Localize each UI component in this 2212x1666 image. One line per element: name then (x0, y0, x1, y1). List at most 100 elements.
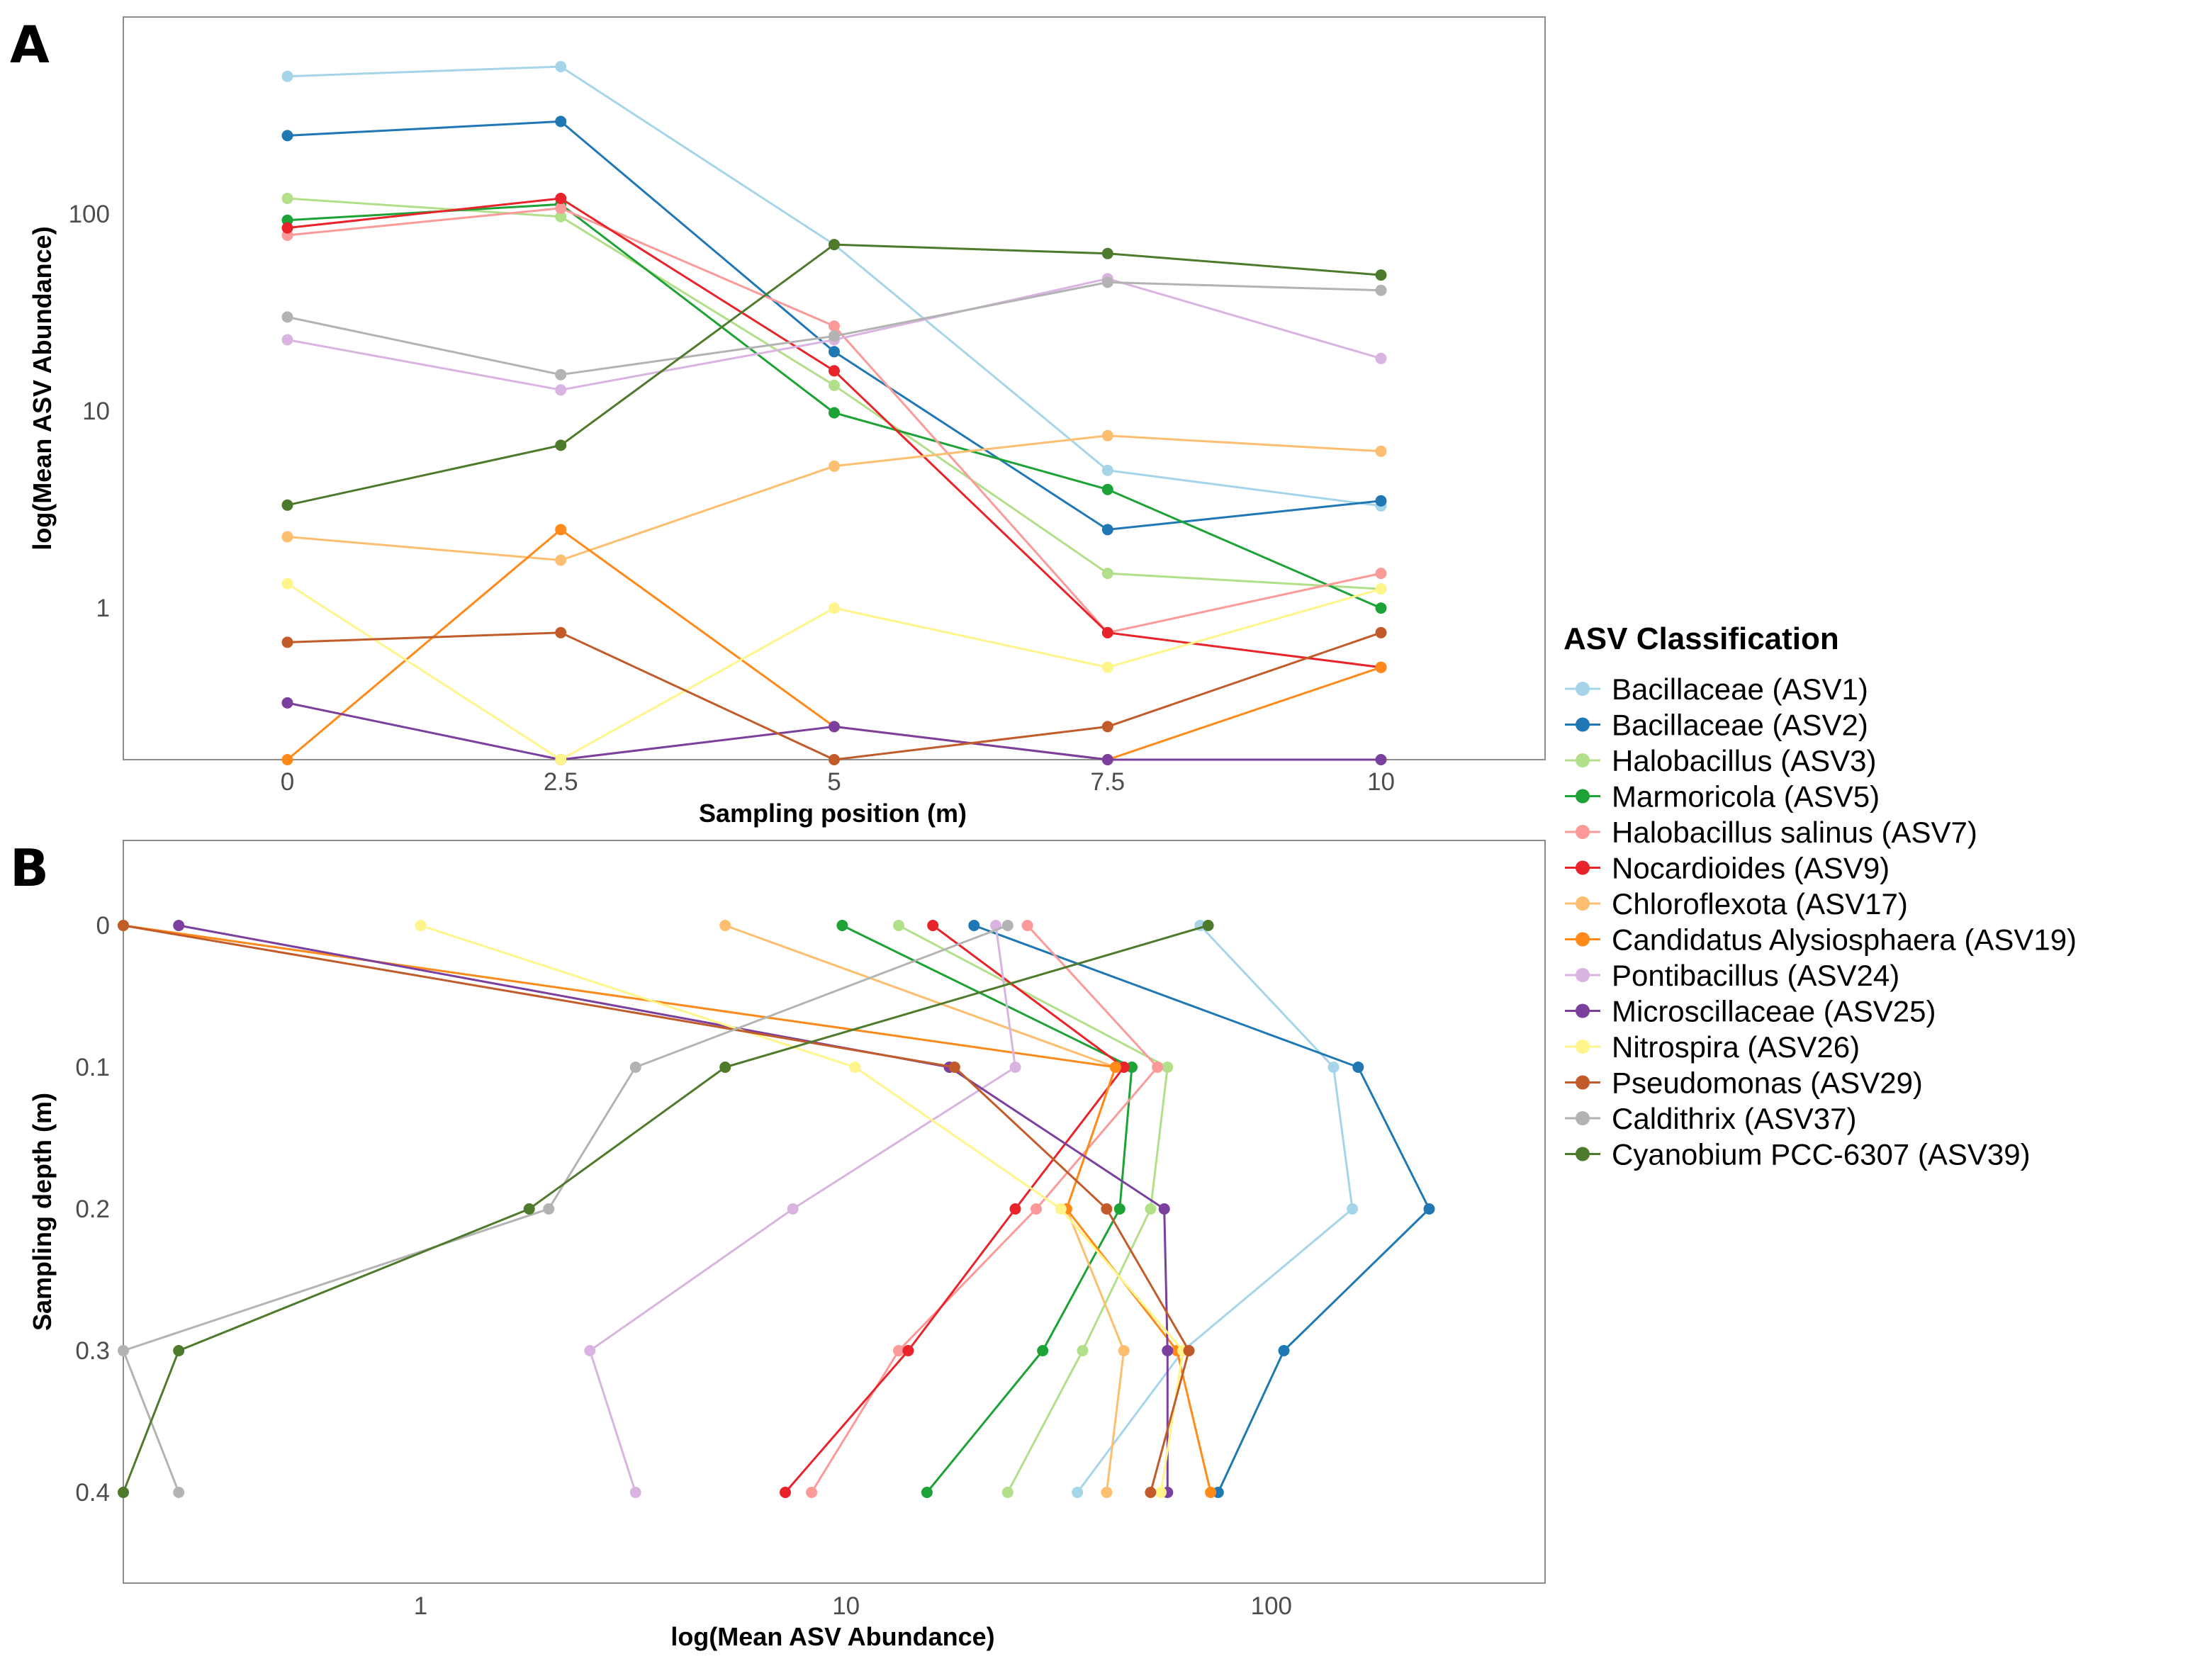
panel-a-point (1101, 661, 1113, 673)
panel-b-point (1109, 1062, 1121, 1073)
panel-a-line-halobacillus-salinus-asv7 (287, 207, 1381, 634)
panel-b-x-tick-label: 1 (414, 1592, 427, 1620)
panel-a-point (829, 407, 840, 419)
panel-a-point (555, 626, 567, 638)
panel-b-line-cyanobium-pcc-6307-asv39 (122, 924, 1209, 1493)
panel-b-series-cyanobium-pcc-6307-asv39 (118, 920, 1214, 1498)
panel-a-point (281, 193, 293, 204)
panel-a-line-marmoricola-asv5 (287, 203, 1382, 609)
panel-a-series (281, 61, 1387, 765)
panel-b-point (1205, 1487, 1217, 1498)
panel-a-point (1375, 352, 1387, 364)
legend-item-bacillaceae-asv2: Bacillaceae (ASV2) (1565, 709, 1868, 742)
legend-item-cyanobium-pcc-6307-asv39: Cyanobium PCC-6307 (ASV39) (1565, 1138, 2031, 1171)
panel-a-point (829, 346, 840, 358)
panel-b-y-axis-title: Sampling depth (m) (28, 1093, 57, 1331)
panel-b-series-caldithrix-asv37 (118, 920, 1014, 1498)
legend-item-label: Chloroflexota (ASV17) (1612, 887, 1908, 921)
panel-a-line-pseudomonas-asv29 (287, 631, 1381, 761)
legend-key-dot (1576, 860, 1590, 875)
panel-a-series-nitrospira-asv26 (281, 578, 1387, 765)
panel-a-point (829, 365, 840, 377)
panel-a-point (1375, 495, 1387, 507)
panel-b-point (1162, 1345, 1174, 1356)
panel-b-point (1113, 1203, 1125, 1215)
panel-b-point (849, 1062, 861, 1073)
panel-b-point (780, 1487, 791, 1498)
panel-a-point (1101, 464, 1113, 476)
panel-b-point (806, 1487, 818, 1498)
legend-item-label: Bacillaceae (ASV2) (1612, 709, 1868, 742)
panel-b-series-halobacillus-asv3 (893, 920, 1174, 1498)
panel-a-point (1101, 524, 1113, 536)
legend-entries: Bacillaceae (ASV1)Bacillaceae (ASV2)Halo… (1565, 672, 2077, 1171)
panel-b-line-pseudomonas-asv29 (123, 924, 1190, 1493)
panel-b-point (1009, 1062, 1021, 1073)
legend-item-label: Bacillaceae (ASV1) (1612, 672, 1868, 706)
panel-b-point (1009, 1203, 1021, 1215)
panel-b-series-microscillaceae-asv25 (173, 920, 1174, 1498)
panel-b-point (902, 1345, 914, 1356)
legend-item-label: Caldithrix (ASV37) (1612, 1102, 1856, 1135)
panel-b-point (629, 1487, 641, 1498)
legend-title: ASV Classification (1563, 621, 1839, 656)
panel-a-point (1101, 483, 1113, 495)
panel-a-point (281, 130, 293, 142)
legend: ASV Classification Bacillaceae (ASV1)Bac… (1563, 621, 2077, 1171)
panel-a-point (555, 193, 567, 204)
panel-b-series-marmoricola-asv5 (836, 920, 1138, 1498)
panel-b-line-marmoricola-asv5 (841, 924, 1133, 1493)
panel-a-series-halobacillus-salinus-asv7 (281, 202, 1387, 638)
panel-a-point (555, 368, 567, 381)
panel-a-point (555, 554, 567, 566)
panel-b-point (1118, 1062, 1130, 1073)
panel-a-series-halobacillus-asv3 (281, 193, 1387, 595)
panel-b-point (1158, 1203, 1170, 1215)
panel-a-y-axis-title: log(Mean ASV Abundance) (28, 226, 57, 550)
panel-a-point (1375, 269, 1387, 281)
panel-a-point (555, 524, 567, 536)
panel-b-point (1152, 1062, 1164, 1073)
legend-item-caldithrix-asv37: Caldithrix (ASV37) (1565, 1102, 1856, 1135)
panel-b-ticks: 1 10 100 0 0.1 0.2 0.3 0.4 (75, 912, 1292, 1620)
panel-b-label: B (10, 838, 49, 898)
panel-b-point (1145, 1203, 1157, 1215)
panel-b-point (1055, 1203, 1067, 1215)
legend-key-dot (1576, 825, 1590, 839)
panel-b-point (1126, 1062, 1138, 1073)
legend-item-label: Microscillaceae (ASV25) (1612, 995, 1936, 1028)
legend-item-label: Nitrospira (ASV26) (1612, 1030, 1860, 1064)
panel-a-point (555, 210, 567, 223)
panel-b-point (968, 920, 980, 931)
legend-item-label: Cyanobium PCC-6307 (ASV39) (1612, 1138, 2031, 1171)
panel-a-point (1375, 284, 1387, 296)
panel-a-point (1101, 626, 1113, 638)
panel-b-point (921, 1487, 933, 1498)
panel-a-point (1101, 276, 1113, 288)
panel-a-point (1375, 583, 1387, 595)
panel-b-point (1327, 1062, 1340, 1073)
panel-b-y-tick-label: 0.4 (75, 1479, 110, 1507)
panel-a-y-tick-label: 100 (69, 201, 110, 228)
panel-a-point (1375, 602, 1387, 614)
panel-a-point (281, 697, 293, 709)
panel-a-x-tick-label: 0 (281, 768, 294, 796)
panel-b-series-pontibacillus-asv24 (584, 920, 1021, 1498)
panel-b-y-tick-label: 0.1 (75, 1054, 110, 1081)
panel-a-point (1375, 754, 1387, 765)
panel-b-point (1021, 920, 1033, 931)
panel-a-x-tick-label: 5 (827, 768, 841, 796)
legend-item-label: Halobacillus salinus (ASV7) (1612, 816, 1977, 849)
panel-a-point (1101, 568, 1113, 580)
panel-a-point (829, 239, 840, 251)
panel-b-line-pontibacillus-asv24 (588, 925, 1016, 1493)
legend-key-dot (1576, 789, 1590, 804)
panel-a-series-pseudomonas-asv29 (281, 626, 1387, 765)
legend-item-candidatus-alysiosphaera-asv19: Candidatus Alysiosphaera (ASV19) (1565, 923, 2077, 957)
legend-item-label: Halobacillus (ASV3) (1612, 744, 1877, 777)
panel-b-point (1118, 1345, 1130, 1356)
panel-b-x-axis-title: log(Mean ASV Abundance) (670, 1622, 994, 1651)
panel-b-series (118, 920, 1435, 1498)
panel-b-series-nocardioides-asv9 (780, 920, 1130, 1498)
panel-a-line-halobacillus-asv3 (287, 197, 1381, 590)
